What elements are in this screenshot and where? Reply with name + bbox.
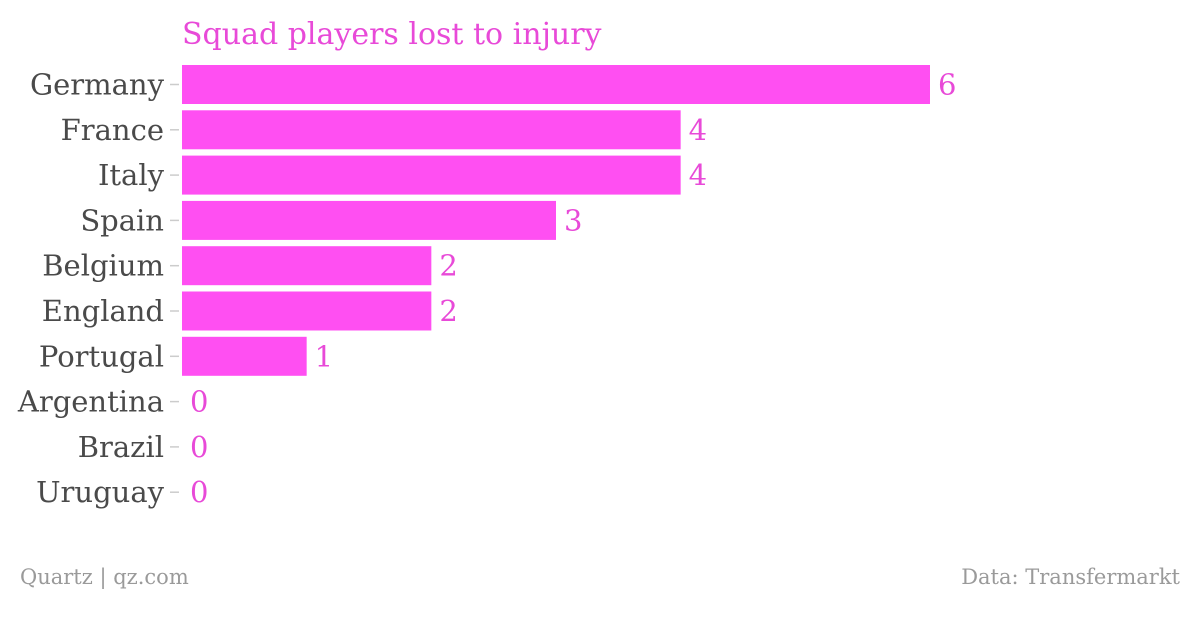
category-label: England bbox=[42, 294, 164, 328]
category-label: Spain bbox=[80, 203, 164, 237]
value-label: 1 bbox=[315, 339, 333, 373]
value-label: 6 bbox=[938, 68, 956, 102]
value-label: 0 bbox=[190, 430, 208, 464]
value-label: 4 bbox=[689, 158, 707, 192]
category-label: France bbox=[61, 113, 164, 147]
footer-source-left: Quartz | qz.com bbox=[20, 565, 189, 590]
category-label: Belgium bbox=[42, 249, 164, 283]
value-label: 2 bbox=[439, 294, 457, 328]
category-label: Uruguay bbox=[36, 475, 165, 509]
category-label: Italy bbox=[98, 158, 165, 192]
bar bbox=[182, 155, 681, 195]
bar bbox=[182, 110, 681, 150]
bar bbox=[182, 65, 930, 104]
chart-title: Squad players lost to injury bbox=[182, 17, 602, 52]
value-label: 3 bbox=[564, 203, 582, 237]
bar bbox=[182, 336, 307, 376]
category-label: Brazil bbox=[78, 430, 164, 464]
bars-layer: Germany 6 France 4 Italy 4 Spain 3 Belgium 2 Engla… bbox=[17, 65, 956, 509]
category-label: Portugal bbox=[39, 339, 164, 373]
value-label: 2 bbox=[439, 249, 457, 283]
value-label: 0 bbox=[190, 385, 208, 419]
bar bbox=[182, 291, 432, 331]
value-label: 4 bbox=[689, 113, 707, 147]
category-label: Germany bbox=[30, 68, 165, 102]
value-label: 0 bbox=[190, 475, 208, 509]
category-label: Argentina bbox=[17, 385, 164, 419]
footer-source-right: Data: Transfermarkt bbox=[961, 565, 1180, 589]
bar bbox=[182, 200, 556, 240]
bar bbox=[182, 246, 432, 286]
